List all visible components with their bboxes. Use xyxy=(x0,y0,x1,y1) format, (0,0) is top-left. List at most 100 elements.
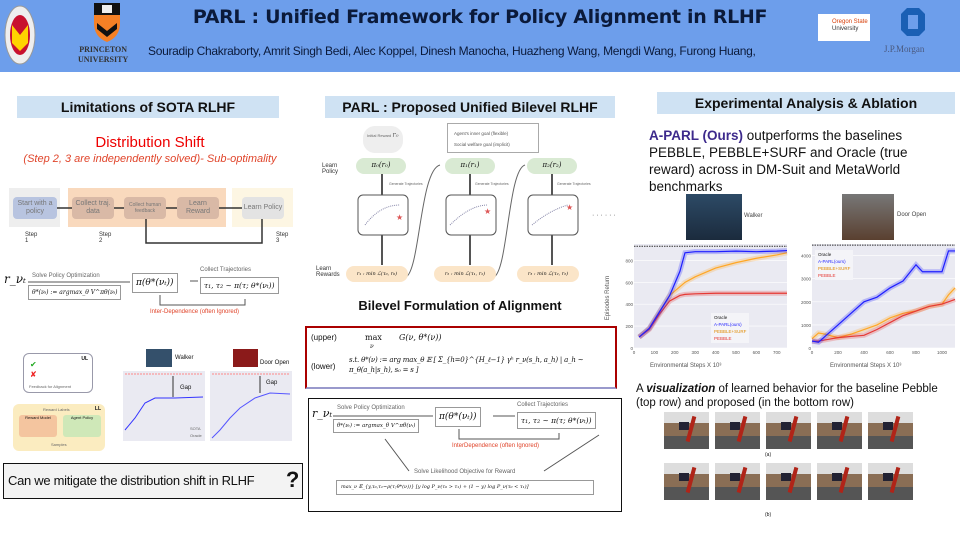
trajectory-expression: τ₁, τ₂ ~ π(τ; θ*(νₜ)) xyxy=(517,412,596,429)
upper-objective: G(ν, θ*(ν)) xyxy=(399,333,442,342)
initial-reward-cloud: Initial Reward r₀ xyxy=(363,126,403,153)
svg-text:★: ★ xyxy=(484,207,491,216)
walker-xlabel: Environmental Steps X 10³ xyxy=(650,363,722,369)
feedback-box: Feedback for Alignment UL ✔ ✘ xyxy=(23,353,93,393)
interdependence-label: Inter-Dependence (often Ignored) xyxy=(150,309,240,315)
likelihood-label: Solve Likelihood Objective for Reward xyxy=(414,469,516,475)
generate-label: Generate Trajectories xyxy=(389,182,423,186)
reward-node-1: r₁ : min ℒ(τ₀, r₀) xyxy=(346,266,408,282)
y-tick-label: 0 xyxy=(808,346,811,351)
x-tick-label: 400 xyxy=(712,350,720,355)
gap-label: Gap xyxy=(180,385,192,391)
policy-node-0: π₀(r₀) xyxy=(356,158,406,174)
princeton-logo xyxy=(94,3,120,42)
policy-expression: π(θ*(νₜ)) xyxy=(132,273,178,293)
legend-surf: PEBBLE+SURF xyxy=(714,329,747,334)
door-legend: Oracle A-PARL(ours) PEBBLE+SURF PEBBLE xyxy=(815,250,854,280)
door-image xyxy=(842,194,894,240)
generate-label: Generate Trajectories xyxy=(475,182,509,186)
reward-node-3: r₃ : min ℒ(τ₂, r₂) xyxy=(517,266,579,282)
x-tick-label: 0 xyxy=(811,350,814,355)
upper-label: (upper) xyxy=(311,333,337,342)
flow-collect-traj: Collect traj. data xyxy=(72,197,114,219)
x-tick-label: 600 xyxy=(753,350,761,355)
robot-frame xyxy=(868,463,913,500)
x-tick-label: 700 xyxy=(773,350,781,355)
policy-node-1: π₁(r₁) xyxy=(445,158,495,174)
vis-emphasis: visualization xyxy=(646,383,716,395)
reward-labels: Reward Labels xyxy=(43,407,70,412)
poster-title: PARL : Unified Framework for Policy Alig… xyxy=(192,6,768,28)
lower-label: (lower) xyxy=(311,362,336,371)
osu-logo: Oregon State University xyxy=(818,14,870,41)
argmax-expression: θ*(νₜ) := argmax_θ V^πθ(νₜ) xyxy=(333,419,420,433)
legend-sota: SOTA xyxy=(190,426,201,431)
walker-legend: Oracle A-PARL(ours) PEBBLE+SURF PEBBLE xyxy=(711,313,750,343)
robot-frame xyxy=(766,463,811,500)
walker-image xyxy=(686,194,742,240)
ul-label: UL xyxy=(81,356,88,362)
initial-reward-label: Initial Reward xyxy=(367,133,392,138)
legend-pebble: PEBBLE xyxy=(818,273,836,278)
section-heading-limitations: Limitations of SOTA RLHF xyxy=(17,96,279,118)
princeton-wordmark: PRINCETON UNIVERSITY xyxy=(78,45,129,64)
jpmorgan-wordmark: J.P.Morgan xyxy=(884,44,925,54)
robot-frame xyxy=(664,463,709,500)
y-tick-label: 4000 xyxy=(801,254,812,259)
y-tick-label: 400 xyxy=(625,302,633,307)
legend-oracle: Oracle xyxy=(818,252,832,257)
x-tick-label: 500 xyxy=(732,350,740,355)
collect-trajectories-label: Collect Trajectories xyxy=(517,402,569,408)
y-tick-label: 800 xyxy=(625,258,633,263)
results-plots: 0 200 400 600 800 0 100 200 300 400 500 600 700 0 1000… xyxy=(625,244,957,355)
flow-learn-policy: Learn Policy xyxy=(242,197,284,219)
interdependence-label: InterDependence (often Ignored) xyxy=(452,443,540,449)
svg-text:★: ★ xyxy=(396,213,403,222)
inner-loop-box: Reward Labels LL Reward Model Agent Poli… xyxy=(13,404,105,451)
legend-pebble: PEBBLE xyxy=(714,336,732,341)
claim-body: outperforms the baselines PEBBLE, PEBBLE… xyxy=(649,128,908,194)
flow-arrows xyxy=(57,207,263,244)
legend-aparl: A-PARL(ours) xyxy=(818,259,846,264)
door-pebble-line xyxy=(812,298,956,342)
vis-pre: A xyxy=(636,383,647,395)
door-label: Door Open xyxy=(260,360,290,366)
claim-highlight: A-PARL (Ours) xyxy=(649,128,743,143)
x-tick-label: 200 xyxy=(834,350,842,355)
flow-collect-feedback: Collect human feedback xyxy=(124,197,166,219)
solve-policy-label: Solve Policy Optimization xyxy=(32,273,100,279)
legend-inner-goal: Agent's inner goal (flexible) xyxy=(454,131,509,136)
walker-pebble-line xyxy=(638,292,787,338)
generate-label: Generate Trajectories xyxy=(557,182,591,186)
walker-ylabel: Episodes Return xyxy=(605,275,611,321)
caption-a: (a) xyxy=(765,452,772,458)
cross-icon: ✘ xyxy=(30,370,37,379)
x-tick-label: 100 xyxy=(651,350,659,355)
argmax-expression: θ*(νₜ) := argmax_θ V^πθ(νₜ) xyxy=(28,285,122,300)
door-thumbnail xyxy=(233,349,258,367)
walker-plot-area xyxy=(634,244,787,348)
lower-objective: s.t. θ*(ν) := arg max_θ 𝔼 [ Σ_{h=0}^{H_ℓ… xyxy=(349,356,584,374)
y-tick-label: 1000 xyxy=(801,323,812,328)
distribution-shift-subtitle: (Step 2, 3 are independently solved)- Su… xyxy=(23,153,277,165)
x-tick-label: 0 xyxy=(633,350,636,355)
ll-label: LL xyxy=(94,406,101,412)
question-box: Can we mitigate the distribution shift i… xyxy=(3,463,303,499)
legend-oracle: Oracle xyxy=(190,433,202,438)
robot-frame xyxy=(715,463,760,500)
reward-symbol: r_νₜ xyxy=(312,407,333,420)
robot-frame xyxy=(664,412,709,449)
learn-rewards-label: Learn Rewards xyxy=(316,266,340,278)
gap-label: Gap xyxy=(266,380,278,386)
step-label: Step 3 xyxy=(276,232,289,244)
door-xlabel: Environmental Steps X 10³ xyxy=(830,363,902,369)
robot-frame xyxy=(868,412,913,449)
loop-arrows xyxy=(333,415,600,472)
policy-expression: π(θ*(νₜ)) xyxy=(435,407,481,427)
legend-surf: PEBBLE+SURF xyxy=(818,266,851,271)
reward-symbol: r_νₜ xyxy=(4,272,26,286)
trajectory-expression: τ₁, τ₂ ~ π(τ; θ*(νₜ)) xyxy=(200,277,279,294)
walker-aparl-line xyxy=(638,249,788,338)
svg-text:★: ★ xyxy=(566,203,573,212)
step-label: Step 1 xyxy=(25,232,38,244)
